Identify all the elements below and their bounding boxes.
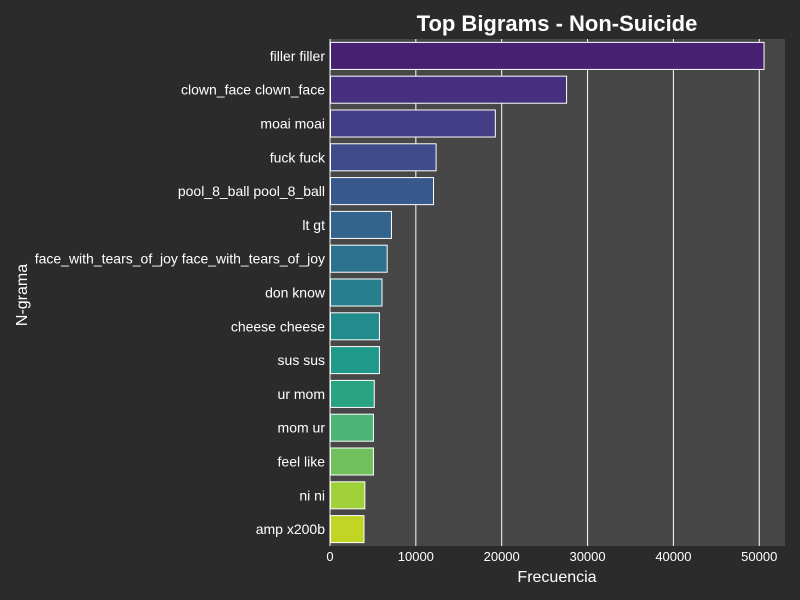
bar xyxy=(330,177,435,206)
bar xyxy=(330,143,437,172)
bars xyxy=(330,41,765,544)
bar xyxy=(330,278,383,307)
x-tick-label: 50000 xyxy=(741,549,777,564)
bar xyxy=(330,379,375,408)
bar xyxy=(330,312,380,341)
category-label: sus sus xyxy=(278,352,325,368)
category-label: filler filler xyxy=(270,48,326,64)
bar xyxy=(330,244,388,273)
x-tick-labels: 0 10000 20000 30000 40000 50000 xyxy=(326,549,777,564)
chart-title: Top Bigrams - Non-Suicide xyxy=(417,11,698,36)
bar xyxy=(330,413,374,442)
bar xyxy=(330,447,374,476)
bar xyxy=(330,481,366,510)
bar xyxy=(330,41,765,70)
x-tick-label: 20000 xyxy=(484,549,520,564)
bar xyxy=(330,515,365,544)
bar xyxy=(330,346,380,375)
category-label: pool_8_ball pool_8_ball xyxy=(178,183,325,199)
bar xyxy=(330,75,568,104)
x-tick-label: 0 xyxy=(326,549,333,564)
category-label: face_with_tears_of_joy face_with_tears_o… xyxy=(35,251,325,267)
category-label: fuck fuck xyxy=(270,149,326,165)
x-axis-label: Frecuencia xyxy=(517,569,596,586)
category-label: clown_face clown_face xyxy=(181,82,325,98)
category-label: moai moai xyxy=(260,116,325,132)
category-label: ur mom xyxy=(278,386,325,402)
category-label: feel like xyxy=(278,454,326,470)
category-label: amp x200b xyxy=(256,521,325,537)
y-axis-label: N-grama xyxy=(14,264,31,326)
category-label: don know xyxy=(265,285,326,301)
x-tick-label: 30000 xyxy=(569,549,605,564)
x-tick-label: 40000 xyxy=(655,549,691,564)
category-label: lt gt xyxy=(302,217,325,233)
bar xyxy=(330,109,496,138)
category-label: mom ur xyxy=(278,420,326,436)
bar xyxy=(330,210,392,239)
category-label: ni ni xyxy=(299,487,325,503)
category-label: cheese cheese xyxy=(231,318,325,334)
x-tick-label: 10000 xyxy=(398,549,434,564)
